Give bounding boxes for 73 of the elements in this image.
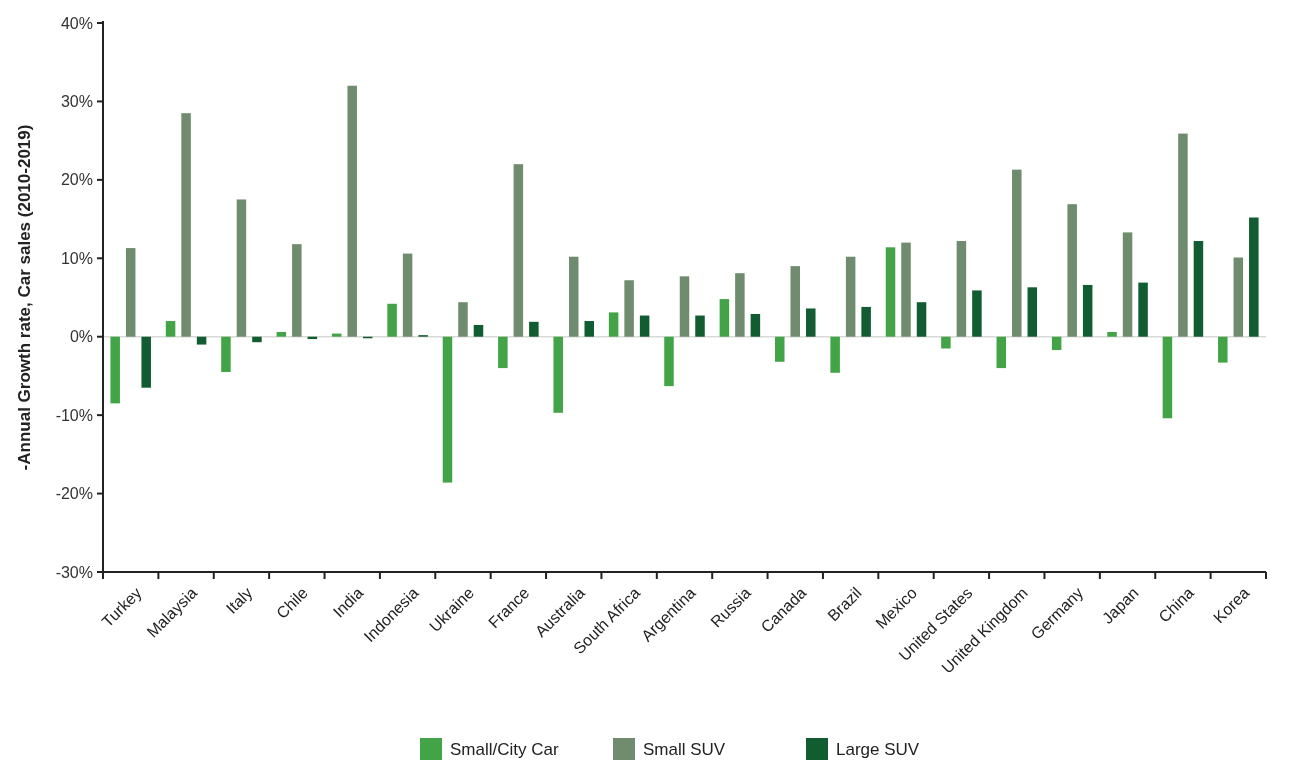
bar bbox=[1012, 169, 1022, 337]
bar bbox=[1178, 133, 1188, 337]
bar bbox=[1067, 204, 1077, 337]
bar bbox=[956, 241, 967, 337]
bar bbox=[110, 336, 120, 404]
bar bbox=[861, 306, 871, 337]
bar bbox=[1249, 217, 1259, 337]
bar bbox=[996, 336, 1007, 369]
bar bbox=[276, 332, 287, 337]
bar bbox=[181, 113, 191, 337]
bar bbox=[885, 247, 896, 337]
bar bbox=[1107, 332, 1117, 337]
bar bbox=[1162, 336, 1173, 419]
bar bbox=[402, 253, 413, 337]
y-tick-label: 0% bbox=[69, 328, 93, 346]
bar bbox=[553, 336, 563, 413]
bar bbox=[529, 321, 539, 337]
y-tick-label: -10% bbox=[55, 406, 93, 424]
bar bbox=[695, 315, 705, 337]
legend-label: Small SUV bbox=[643, 739, 726, 759]
bar bbox=[141, 336, 151, 388]
y-tick-label: -30% bbox=[55, 563, 93, 581]
bar bbox=[568, 256, 579, 337]
y-tick-label: 30% bbox=[60, 93, 93, 111]
bar bbox=[236, 199, 247, 337]
bar bbox=[1082, 284, 1093, 337]
bar bbox=[458, 302, 468, 337]
bar bbox=[498, 336, 508, 369]
bar bbox=[639, 315, 650, 337]
bar bbox=[624, 280, 634, 337]
bar bbox=[196, 336, 207, 345]
bar bbox=[806, 308, 816, 337]
bar bbox=[608, 312, 619, 337]
bar bbox=[916, 302, 927, 337]
bar bbox=[790, 266, 801, 337]
bar bbox=[513, 164, 524, 337]
y-tick-label: 20% bbox=[60, 171, 93, 189]
y-tick-label: -20% bbox=[55, 485, 93, 503]
bar bbox=[972, 290, 982, 337]
bar bbox=[1193, 241, 1204, 337]
bar bbox=[347, 85, 357, 337]
bar bbox=[1027, 287, 1038, 337]
bar bbox=[252, 336, 262, 343]
y-tick-label: 40% bbox=[60, 14, 93, 32]
bar bbox=[941, 336, 951, 349]
y-tick-label: 10% bbox=[60, 249, 93, 267]
bar bbox=[1138, 282, 1148, 337]
bar bbox=[679, 276, 690, 337]
bar bbox=[830, 336, 840, 373]
x-tick-label: Italy bbox=[222, 584, 256, 617]
bar bbox=[387, 303, 397, 337]
bar bbox=[1218, 336, 1228, 363]
bar bbox=[331, 333, 342, 337]
legend-label: Small/City Car bbox=[450, 739, 559, 759]
bar bbox=[750, 313, 761, 337]
bar bbox=[165, 321, 176, 337]
bar bbox=[845, 256, 856, 337]
bar bbox=[292, 244, 302, 337]
bar bbox=[473, 324, 484, 337]
y-axis-title: -Annual Growth rate, Car sales (2010-2019) bbox=[15, 124, 34, 471]
bar bbox=[584, 321, 594, 337]
bar bbox=[664, 336, 674, 387]
bar bbox=[735, 273, 745, 337]
bar bbox=[901, 242, 911, 337]
bar bbox=[775, 336, 785, 362]
bar bbox=[442, 336, 453, 483]
legend-label: Large SUV bbox=[836, 739, 920, 759]
bar bbox=[1122, 232, 1133, 337]
bar bbox=[719, 299, 730, 337]
bar bbox=[125, 248, 136, 337]
bar bbox=[1051, 336, 1062, 351]
bar bbox=[221, 336, 231, 373]
bar bbox=[1233, 257, 1244, 337]
